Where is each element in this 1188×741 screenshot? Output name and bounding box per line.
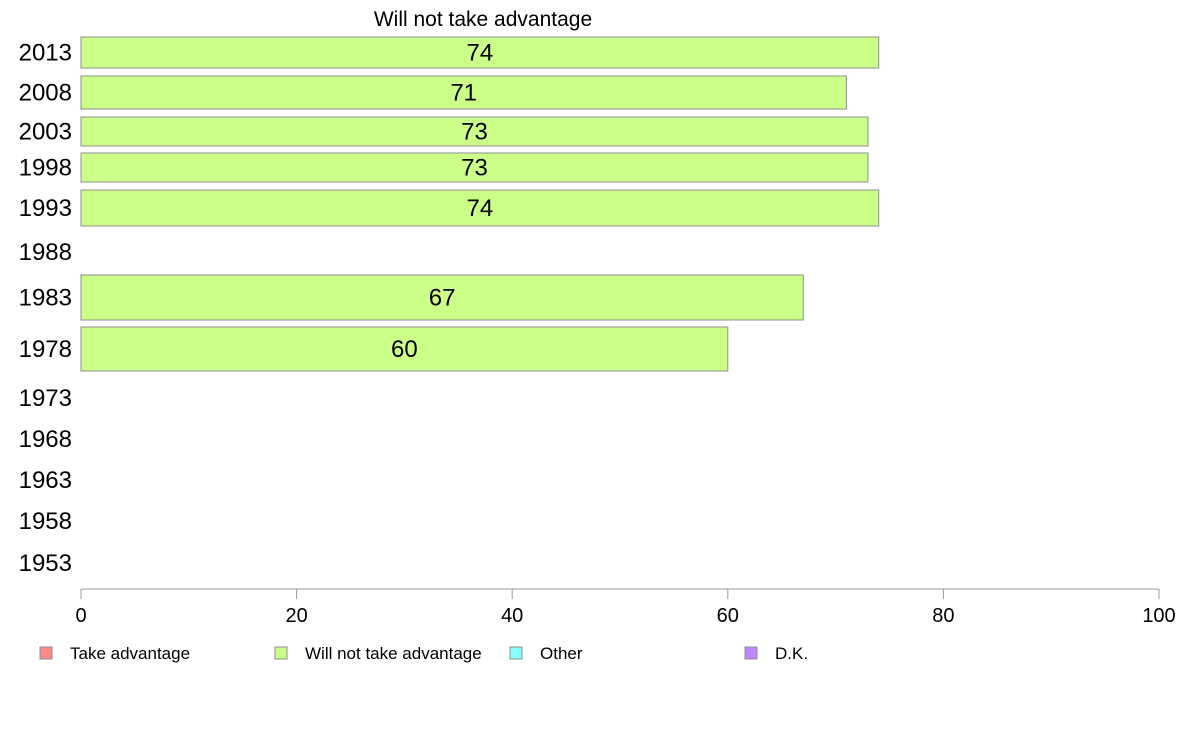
- legend-swatch: [509, 646, 523, 660]
- y-tick-label: 1978: [19, 336, 72, 363]
- y-tick-label: 2013: [19, 40, 72, 67]
- bar-value-label: 74: [467, 40, 494, 67]
- y-tick-label: 1983: [19, 285, 72, 312]
- x-tick-label: 100: [1142, 605, 1175, 627]
- y-tick-label: 1988: [19, 239, 72, 266]
- y-tick-label: 2003: [19, 119, 72, 146]
- bar-2008: [80, 75, 847, 110]
- bar-1998: [80, 152, 869, 183]
- bar-2013: [80, 36, 880, 69]
- bar-value-label: 73: [461, 119, 488, 146]
- bar-value-label: 60: [391, 336, 418, 363]
- bar-1983: [80, 274, 804, 321]
- bar-2003: [80, 116, 869, 147]
- x-tick-label: 40: [501, 605, 523, 627]
- legend-swatch: [39, 646, 53, 660]
- bar-1993: [80, 189, 880, 227]
- y-tick-label: 1993: [19, 195, 72, 222]
- legend: Take advantage Will not take advantage Oth…: [39, 644, 808, 663]
- y-tick-label: 1973: [19, 385, 72, 412]
- bar-value-label: 73: [461, 155, 488, 182]
- x-tick-label: 60: [717, 605, 739, 627]
- y-tick-label: 1958: [19, 508, 72, 535]
- legend-label: Take advantage: [70, 644, 190, 663]
- y-tick-label: 1968: [19, 426, 72, 453]
- legend-label: Will not take advantage: [305, 644, 482, 663]
- x-axis: 0 20 40 60 80 100: [75, 588, 1176, 627]
- y-axis: 2013 2008 2003 1998 1993 1988 1983 1978 1973 1968…: [19, 40, 72, 578]
- x-tick-label: 20: [285, 605, 307, 627]
- chart-title: Will not take advantage: [374, 8, 592, 31]
- y-tick-label: 1963: [19, 467, 72, 494]
- legend-swatch: [274, 646, 288, 660]
- legend-label: Other: [540, 644, 583, 663]
- legend-label: D.K.: [775, 644, 808, 663]
- bars-layer: 74 71 73 73 74 67 60: [80, 36, 880, 372]
- bar-value-label: 71: [450, 80, 477, 107]
- y-tick-label: 1998: [19, 155, 72, 182]
- bar-1978: [80, 326, 729, 372]
- y-tick-label: 1953: [19, 550, 72, 577]
- y-tick-label: 2008: [19, 80, 72, 107]
- bar-value-label: 74: [467, 195, 494, 222]
- x-tick-label: 80: [932, 605, 954, 627]
- x-tick-label: 0: [75, 605, 86, 627]
- bar-value-label: 67: [429, 285, 456, 312]
- legend-swatch: [744, 646, 758, 660]
